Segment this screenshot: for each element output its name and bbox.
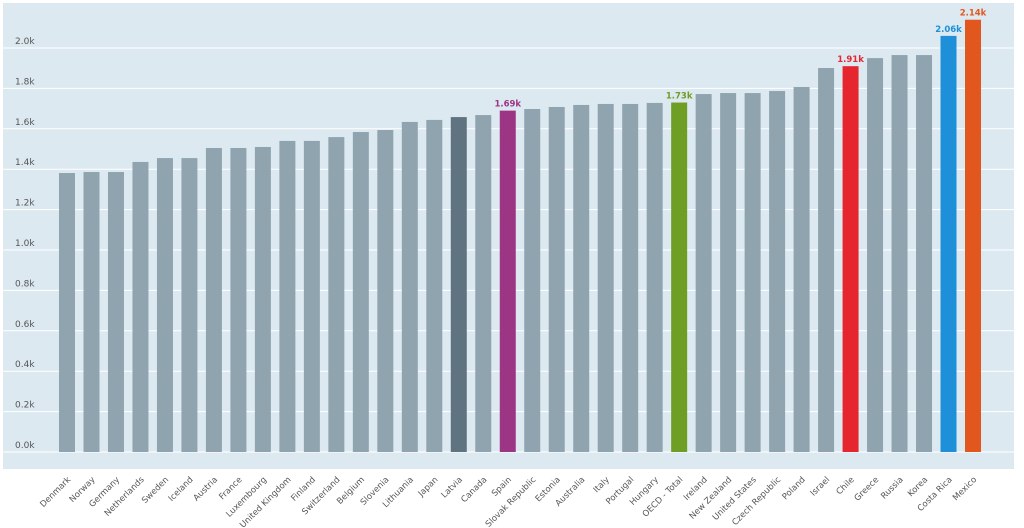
data-label: 2.06k <box>935 25 962 35</box>
bar-estonia[interactable] <box>548 106 565 452</box>
x-tick-label: Poland <box>781 475 808 502</box>
bar-ireland[interactable] <box>695 94 712 452</box>
bar-sweden[interactable] <box>156 158 173 452</box>
bar-italy[interactable] <box>597 103 614 452</box>
y-tick-label: 0.8k <box>15 279 35 289</box>
y-tick-label: 0.6k <box>15 320 35 330</box>
bar-oecd-total[interactable] <box>671 102 688 452</box>
y-tick-label: 1.6k <box>15 118 35 128</box>
data-labels: 1.69k 1.73k 1.91k 2.06k 2.14k <box>494 9 986 110</box>
bar-slovak-republic[interactable] <box>524 109 541 452</box>
x-tick-label: Sweden <box>140 475 171 506</box>
y-tick-label: 1.4k <box>15 158 35 168</box>
bar-poland[interactable] <box>793 86 810 453</box>
bar-spain[interactable] <box>499 110 516 453</box>
y-axis-ticks: 0.0k 0.2k 0.4k 0.6k 0.8k 1.0k 1.2k 1.4k 1.6k 1.8k… <box>15 37 35 451</box>
bar-canada[interactable] <box>475 115 492 453</box>
y-tick-label: 1.2k <box>15 199 35 209</box>
data-label: 2.14k <box>960 9 987 19</box>
bar-korea[interactable] <box>916 55 933 452</box>
y-tick-label: 0.0k <box>15 441 35 451</box>
x-tick-label: Mexico <box>951 475 979 503</box>
bar-lithuania[interactable] <box>401 121 418 452</box>
bar-new-zealand[interactable] <box>720 93 737 453</box>
data-label: 1.69k <box>494 100 521 110</box>
bar-czech-republic[interactable] <box>769 91 786 452</box>
bar-chile[interactable] <box>842 66 859 453</box>
bar-slovenia[interactable] <box>377 130 394 452</box>
x-axis-labels: DenmarkNorwayGermanyNetherlandsSwedenIce… <box>38 475 979 528</box>
bar-germany[interactable] <box>107 172 124 452</box>
bar-australia[interactable] <box>573 104 590 453</box>
bar-portugal[interactable] <box>622 103 639 452</box>
bar-costa-rica[interactable] <box>940 35 957 452</box>
bar-mexico[interactable] <box>965 19 981 452</box>
data-label: 1.91k <box>837 55 864 65</box>
x-tick-label: Italy <box>592 475 612 495</box>
bar-israel[interactable] <box>818 67 835 453</box>
x-tick-label: Iceland <box>167 475 196 504</box>
y-tick-label: 1.0k <box>15 239 35 249</box>
bar-latvia[interactable] <box>450 117 467 453</box>
bar-japan[interactable] <box>426 119 443 453</box>
bars <box>59 19 981 453</box>
y-tick-label: 0.2k <box>15 401 35 411</box>
bar-austria[interactable] <box>205 147 222 453</box>
bar-united-kingdom[interactable] <box>279 140 296 453</box>
x-tick-label: Russia <box>879 475 905 501</box>
bar-united-states[interactable] <box>744 93 761 453</box>
bar-finland[interactable] <box>303 140 320 453</box>
y-tick-label: 1.8k <box>15 77 35 87</box>
bar-denmark[interactable] <box>59 173 75 452</box>
y-tick-label: 2.0k <box>15 37 35 47</box>
x-tick-label: Chile <box>835 475 857 497</box>
bar-belgium[interactable] <box>352 132 369 453</box>
bar-france[interactable] <box>230 147 247 453</box>
bar-iceland[interactable] <box>181 158 198 452</box>
x-tick-label: Denmark <box>38 475 73 510</box>
bar-greece[interactable] <box>867 58 884 452</box>
data-label: 1.73k <box>666 92 693 102</box>
bar-switzerland[interactable] <box>328 137 345 452</box>
x-tick-label: Israel <box>809 475 833 499</box>
bar-norway[interactable] <box>83 172 100 452</box>
bar-netherlands[interactable] <box>132 161 149 453</box>
bar-luxembourg[interactable] <box>254 146 271 453</box>
bar-hungary[interactable] <box>646 102 663 452</box>
x-tick-label: Japan <box>416 475 441 500</box>
x-tick-label: Austria <box>192 475 220 503</box>
y-tick-label: 0.4k <box>15 360 35 370</box>
x-tick-label: Greece <box>853 475 881 503</box>
bar-russia[interactable] <box>891 55 908 452</box>
x-tick-label: Canada <box>459 475 489 505</box>
